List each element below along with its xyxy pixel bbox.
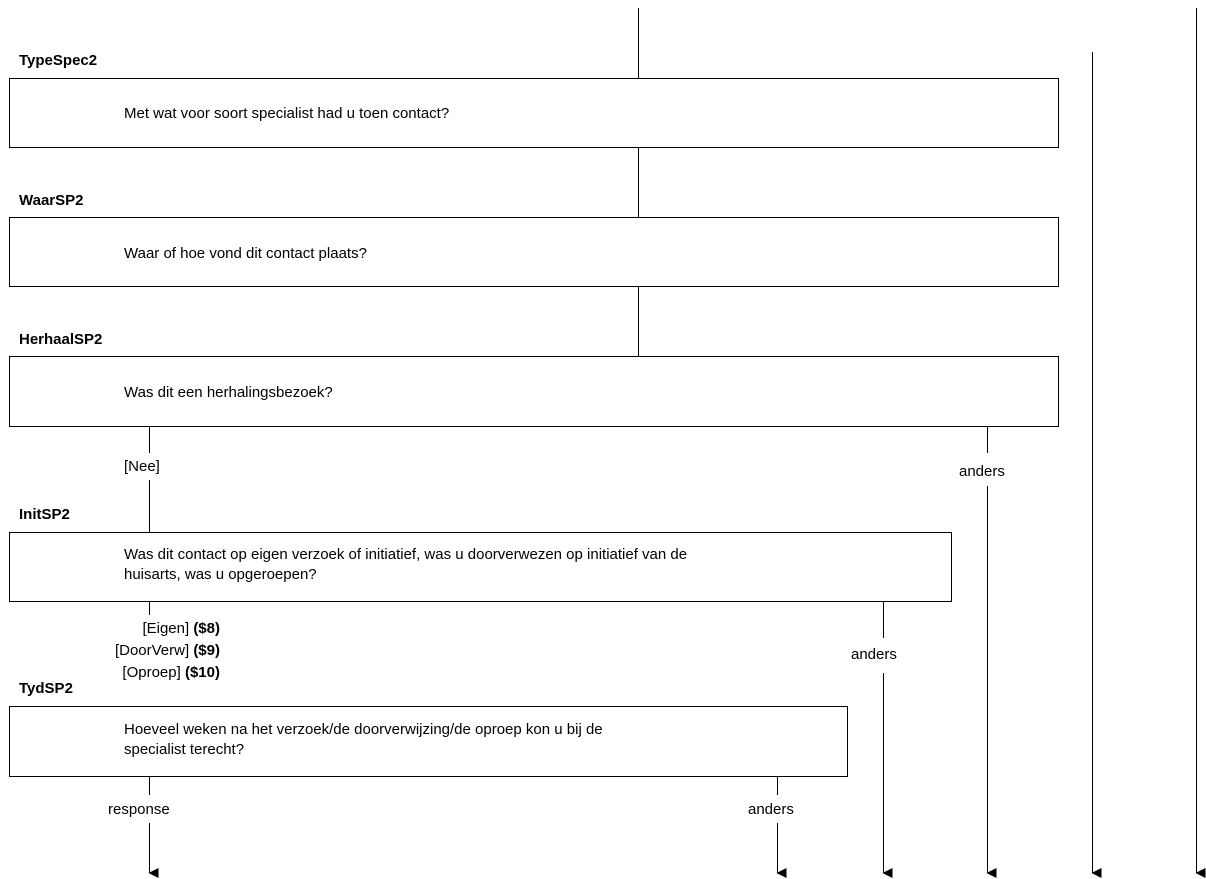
question-text-typespec2: Met wat voor soort specialist had u toen… (124, 105, 450, 122)
question-box-tydsp2: Hoeveel weken na het verzoek/de doorverw… (9, 706, 848, 777)
branch-label-anders-init: anders (851, 646, 897, 663)
question-text-initsp2-line1: Was dit contact op eigen verzoek of init… (124, 546, 688, 563)
branch-label-oproep: [Oproep] ($10) (40, 663, 220, 682)
question-text-waarsp2: Waar of hoe vond dit contact plaats? (124, 245, 367, 262)
question-name-typespec2: TypeSpec2 (19, 52, 98, 69)
branch-eigen-code: ($8) (193, 620, 220, 637)
question-text-initsp2: Was dit contact op eigen verzoek of init… (124, 545, 687, 585)
question-name-waarsp2: WaarSP2 (19, 192, 84, 209)
branch-oproep-text: [Oproep] (122, 664, 181, 681)
branch-oproep-code: ($10) (184, 664, 220, 681)
branch-doorverw-code: ($9) (193, 642, 220, 659)
question-box-waarsp2: Waar of hoe vond dit contact plaats? (9, 217, 1059, 287)
question-text-tydsp2-line2: specialist terecht? (124, 741, 245, 758)
question-name-herhaalsp2: HerhaalSP2 (19, 331, 103, 348)
question-text-initsp2-line2: huisarts, was u opgeroepen? (124, 566, 317, 583)
branch-label-anders-tyd: anders (748, 801, 794, 818)
branch-label-anders-herhaal: anders (959, 463, 1005, 480)
branch-label-response: response (108, 801, 170, 818)
question-box-initsp2: Was dit contact op eigen verzoek of init… (9, 532, 952, 602)
question-text-tydsp2-line1: Hoeveel weken na het verzoek/de doorverw… (124, 721, 603, 738)
branch-label-nee: [Nee] (124, 458, 160, 475)
question-name-initsp2: InitSP2 (19, 506, 70, 523)
question-text-herhaalsp2: Was dit een herhalingsbezoek? (124, 384, 333, 401)
branch-label-eigen: [Eigen] ($8) (40, 619, 220, 638)
branch-label-doorverw: [DoorVerw] ($9) (40, 641, 220, 660)
question-name-tydsp2: TydSP2 (19, 680, 73, 697)
question-text-tydsp2: Hoeveel weken na het verzoek/de doorverw… (124, 720, 603, 760)
question-box-typespec2: Met wat voor soort specialist had u toen… (9, 78, 1059, 148)
branch-doorverw-text: [DoorVerw] (114, 642, 190, 659)
question-box-herhaalsp2: Was dit een herhalingsbezoek? (9, 356, 1059, 427)
branch-eigen-text: [Eigen] (142, 620, 190, 637)
